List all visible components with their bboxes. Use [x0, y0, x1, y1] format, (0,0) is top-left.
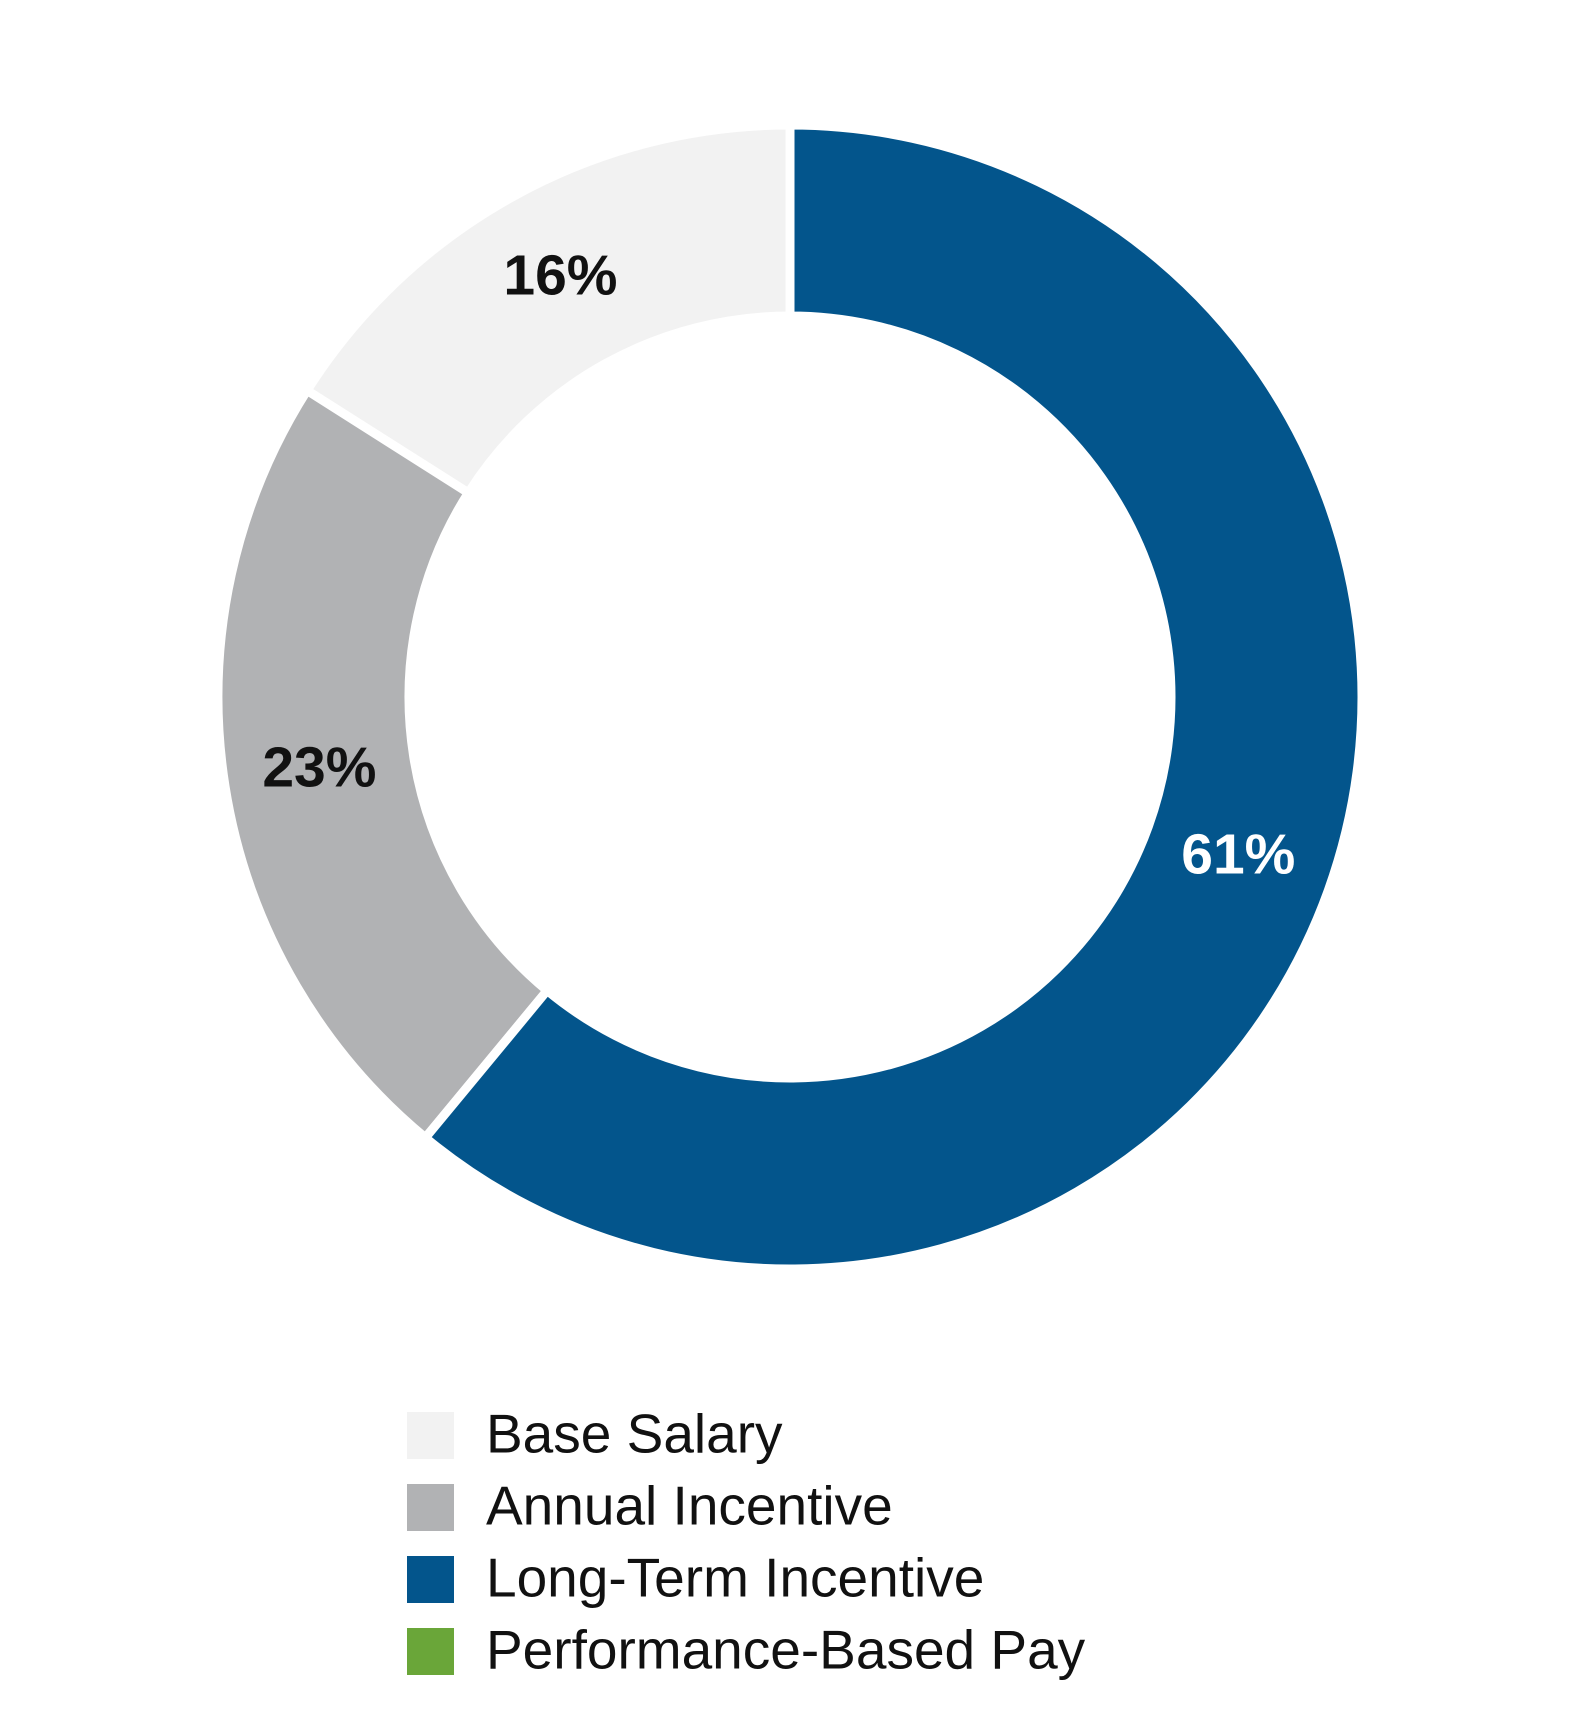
legend-label: Performance-Based Pay [486, 1619, 1086, 1681]
legend-swatch [407, 1484, 454, 1531]
donut-slice [419, 120, 1367, 1274]
legend-swatch [407, 1628, 454, 1675]
data-label: 61% [1181, 822, 1295, 886]
data-label: 16% [503, 244, 617, 308]
legend-label: Annual Incentive [486, 1475, 893, 1537]
legend-swatch [407, 1412, 454, 1459]
donut-slice [213, 384, 554, 1145]
legend-label: Long-Term Incentive [486, 1547, 984, 1609]
donut-slice [300, 120, 795, 500]
legend-swatch [407, 1556, 454, 1603]
data-label: 23% [262, 736, 376, 800]
legend-label: Base Salary [486, 1403, 783, 1465]
